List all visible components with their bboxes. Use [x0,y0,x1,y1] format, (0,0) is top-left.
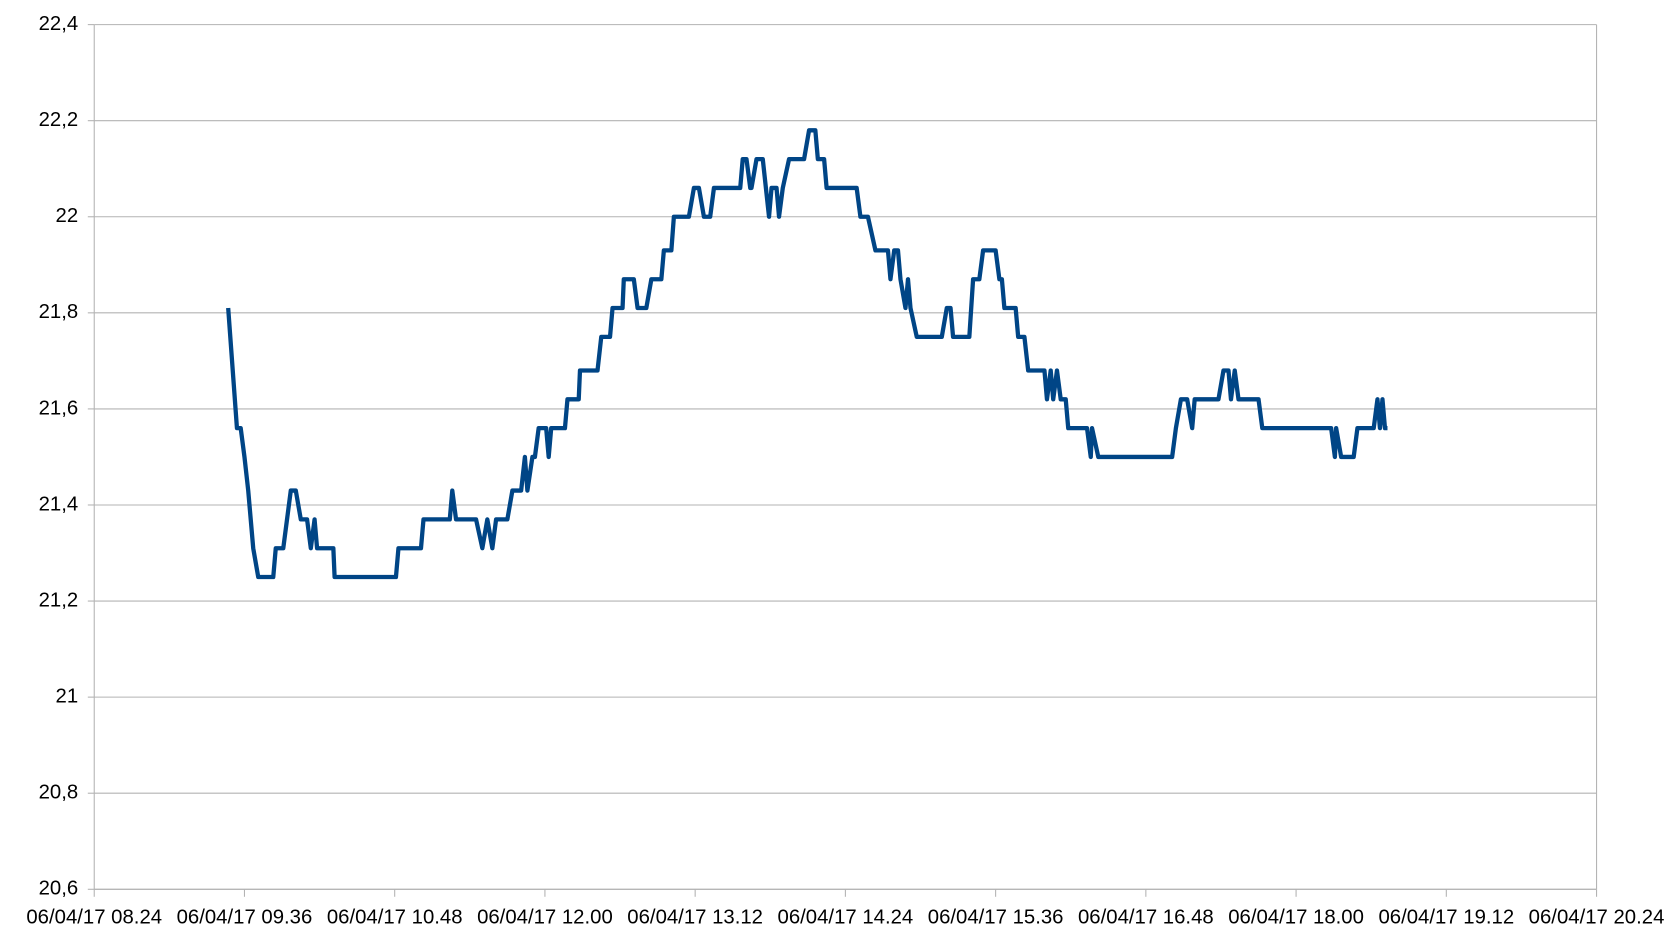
x-tick-label: 06/04/17 13.12 [627,907,763,929]
y-tick-label: 20,8 [39,782,79,804]
y-tick-label: 22,4 [39,13,79,35]
y-tick-label: 21 [56,686,79,708]
x-tick-label: 06/04/17 12.00 [477,907,613,929]
x-tick-label: 06/04/17 18.00 [1228,907,1364,929]
data-line [226,128,1388,580]
y-tick-label: 21,6 [39,397,79,419]
y-tick-label: 21,8 [39,301,79,323]
x-tick-label: 06/04/17 19.12 [1378,907,1514,929]
x-tick-label: 06/04/17 10.48 [327,907,463,929]
x-tick-label: 06/04/17 09.36 [177,907,313,929]
x-tick-label: 06/04/17 14.24 [778,907,914,929]
x-tick-label: 06/04/17 16.48 [1078,907,1214,929]
y-tick-label: 21,4 [39,493,79,515]
y-tick-label: 20,6 [39,878,79,900]
x-tick-label: 06/04/17 15.36 [928,907,1064,929]
y-tick-label: 22 [56,205,79,227]
x-tick-label: 06/04/17 20.24 [1529,907,1665,929]
y-tick-label: 22,2 [39,109,79,131]
y-tick-label: 21,2 [39,589,79,611]
x-tick-label: 06/04/17 08.24 [26,907,162,929]
